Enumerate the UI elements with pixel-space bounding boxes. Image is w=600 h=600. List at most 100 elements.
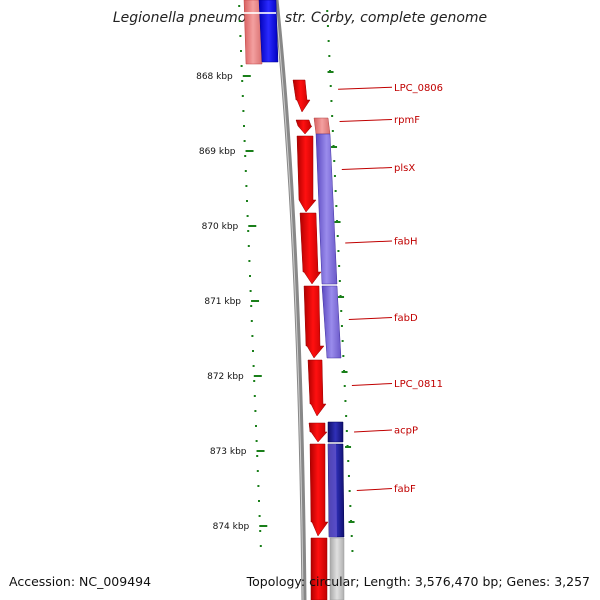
scale-dot <box>328 55 331 57</box>
gene-arrow-rpmf[interactable] <box>295 119 313 135</box>
inner-gene-fabh[interactable] <box>321 285 342 359</box>
scale-dot <box>329 85 332 87</box>
scale-dot <box>345 430 348 432</box>
scale-dot <box>336 235 339 237</box>
tick-mark <box>341 371 348 373</box>
scale-dot <box>254 410 257 412</box>
gene-arrow-lpc0806[interactable] <box>292 79 311 113</box>
gene-arrow-fabh[interactable] <box>299 212 322 285</box>
tick-label: 872 kbp <box>207 372 244 382</box>
gene-label[interactable]: plsX <box>394 163 415 174</box>
tick-mark <box>327 71 334 73</box>
scale-dot <box>333 160 336 162</box>
scale-dot <box>248 260 251 262</box>
scale-dot <box>259 530 262 532</box>
scale-dot <box>250 320 253 322</box>
gene-segment[interactable] <box>243 0 263 65</box>
scale-dot <box>238 5 241 7</box>
scale-dot <box>344 400 347 402</box>
gene-segment[interactable] <box>258 0 279 63</box>
scale-dot <box>259 545 262 547</box>
scale-dot <box>256 470 259 472</box>
gene-label[interactable]: fabD <box>394 313 418 324</box>
gene-arrow-next[interactable] <box>310 537 328 600</box>
inner-gene-plsx[interactable] <box>315 133 338 285</box>
gene-leader-line <box>351 383 393 386</box>
gene-label[interactable]: LPC_0806 <box>394 83 443 94</box>
inner-gene-acpp[interactable] <box>327 421 344 443</box>
inner-gene-rpmf[interactable] <box>313 117 331 135</box>
scale-dot <box>243 125 245 127</box>
scale-dot <box>335 205 338 207</box>
gene-leader-line <box>345 240 393 244</box>
scale-dot <box>249 290 252 292</box>
scale-dot <box>326 10 329 12</box>
scale-dot <box>331 115 334 117</box>
upstream-genes <box>243 0 279 65</box>
scale-dot <box>340 325 343 327</box>
accession-text: Accession: NC_009494 <box>9 574 152 589</box>
scale-dot <box>241 95 244 97</box>
tick-mark <box>256 450 265 452</box>
gene-leader-line <box>354 429 393 433</box>
scale-dot <box>331 130 334 132</box>
tick-marks <box>242 71 355 527</box>
scale-dot <box>343 385 346 387</box>
gene-segment[interactable] <box>260 12 276 14</box>
scale-dot <box>247 245 250 247</box>
gene-label[interactable]: rpmF <box>394 115 420 126</box>
gene-label[interactable]: fabH <box>394 237 418 248</box>
scale-dot <box>257 485 260 487</box>
scale-dot <box>251 335 254 337</box>
scale-dot <box>342 355 345 357</box>
tick-mark <box>259 525 268 527</box>
gene-labels: LPC_0806 rpmF plsX fabH fabD LPC_0811 acpP fabF <box>338 83 443 495</box>
genome-backbone-highlight <box>274 0 304 600</box>
scale-dot <box>240 65 243 67</box>
gene-segment[interactable] <box>243 12 260 14</box>
scale-dot <box>338 280 341 282</box>
tick-mark <box>345 446 352 448</box>
tick-mark <box>242 75 251 77</box>
gene-leader-line <box>348 317 393 320</box>
gene-label[interactable]: acpP <box>394 426 418 437</box>
tick-label: 871 kbp <box>204 297 241 307</box>
scale-dot <box>249 275 251 277</box>
gene-arrow-acpp[interactable] <box>308 422 328 443</box>
scale-dot <box>340 310 343 312</box>
forward-strand-genes <box>292 79 329 600</box>
scale-dot <box>347 460 350 462</box>
scale-dot <box>246 215 249 217</box>
tick-labels: 868 kbp 869 kbp 870 kbp 871 kbp 872 kbp 873 k… <box>196 72 249 532</box>
scale-dot <box>330 100 333 102</box>
genome-backbone <box>273 0 307 600</box>
scale-dot <box>239 35 242 37</box>
scale-dot <box>338 265 341 267</box>
scale-dot <box>245 185 248 187</box>
tick-mark <box>251 300 260 302</box>
scale-dot <box>345 415 348 417</box>
inner-gene-fabf-light[interactable] <box>328 444 337 537</box>
gene-label[interactable]: fabF <box>394 484 416 495</box>
scale-dot <box>244 170 247 172</box>
inner-gene-grey[interactable] <box>329 537 345 600</box>
tick-label: 873 kbp <box>210 447 247 457</box>
scale-dot <box>253 395 256 397</box>
scale-dot <box>244 155 247 157</box>
scale-dot <box>238 20 241 22</box>
gene-arrow-fabd[interactable] <box>303 285 325 359</box>
tick-label: 869 kbp <box>199 147 236 157</box>
scale-dot <box>255 440 258 442</box>
scale-dot <box>256 455 259 457</box>
gene-arrow-lpc0811[interactable] <box>307 359 327 417</box>
scale-dot <box>241 80 244 82</box>
gene-arrow-plsx[interactable] <box>296 135 317 213</box>
scale-dot <box>341 340 344 342</box>
gene-arrow-fabf[interactable] <box>309 443 329 537</box>
scale-dot <box>258 515 261 517</box>
scale-dot <box>252 365 255 367</box>
scale-dot <box>334 190 337 192</box>
tick-label: 868 kbp <box>196 72 233 82</box>
gene-label[interactable]: LPC_0811 <box>394 379 443 390</box>
tick-mark <box>245 150 254 152</box>
